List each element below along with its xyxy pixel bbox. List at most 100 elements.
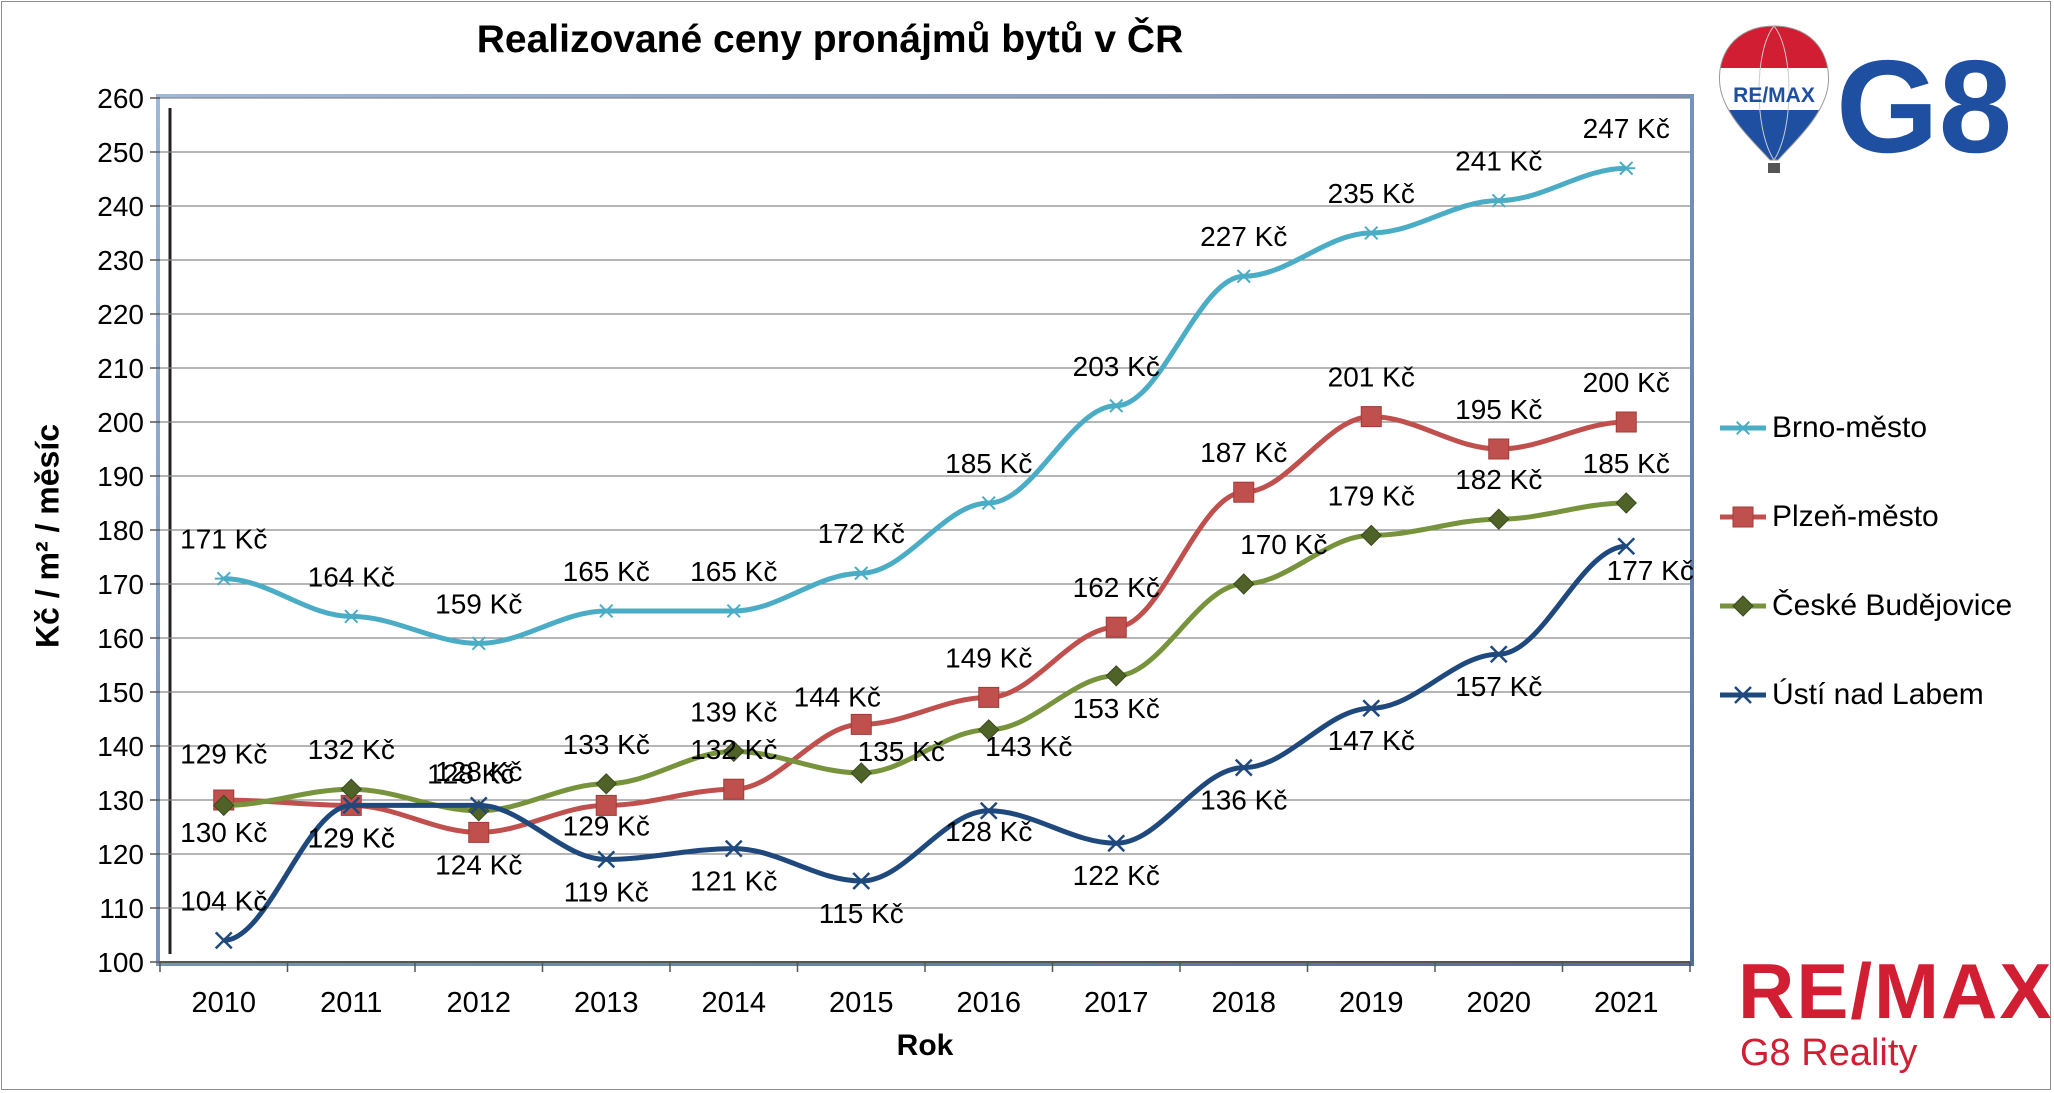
y-tick-label: 220 (97, 299, 144, 330)
g8-reality-wordmark: G8 Reality (1740, 1032, 1918, 1074)
y-tick-label: 260 (97, 83, 144, 114)
data-point (981, 495, 996, 511)
data-label: 247 Kč (1583, 113, 1670, 144)
data-label: 115 Kč (819, 898, 904, 929)
data-point (1105, 616, 1127, 638)
data-point (597, 850, 616, 869)
y-tick-label: 110 (99, 893, 144, 924)
y-tick-label: 200 (97, 407, 144, 438)
data-point (340, 778, 362, 800)
y-tick-label: 190 (97, 461, 144, 492)
series-layer (213, 161, 1637, 950)
y-tick-label: 150 (97, 677, 144, 708)
data-label: 149 Kč (945, 642, 1032, 673)
legend-marker-x (1720, 686, 1766, 704)
y-tick-label: 250 (97, 137, 144, 168)
legend-label: České Budějovice (1772, 589, 2013, 622)
data-label: 122 Kč (1073, 860, 1160, 891)
data-point (854, 566, 869, 581)
data-label: 136 Kč (1200, 785, 1287, 816)
data-label: 128 Kč (435, 756, 522, 787)
y-tick-label: 100 (97, 947, 144, 978)
data-label: 195 Kč (1455, 394, 1542, 425)
data-point (1233, 573, 1255, 595)
data-label: 165 Kč (563, 556, 650, 587)
x-tick-label: 2010 (191, 987, 256, 1019)
series-line (223, 543, 1627, 943)
data-point (213, 794, 235, 817)
data-point (342, 796, 361, 815)
data-label: 153 Kč (1073, 693, 1160, 724)
legend-marker (1734, 686, 1752, 704)
data-label: 121 Kč (690, 866, 777, 897)
g8-brand-text: G8 (1836, 33, 2012, 180)
legend-marker (1732, 506, 1754, 528)
data-point (724, 839, 743, 858)
data-point (595, 794, 617, 816)
x-axis-title: Rok (896, 1029, 954, 1062)
data-point (850, 713, 872, 735)
x-tick-label: 2021 (1594, 987, 1659, 1019)
data-point (1109, 398, 1124, 413)
legend-marker (1732, 595, 1754, 617)
x-tick-label: 2014 (701, 987, 766, 1019)
x-tick-label: 2015 (829, 987, 894, 1019)
y-tick-label: 130 (97, 785, 144, 816)
data-label: 104 Kč (180, 885, 267, 916)
data-point (723, 740, 745, 763)
x-tick-label: 2018 (1211, 987, 1276, 1019)
data-point (1233, 481, 1255, 503)
legend-item-usti: Ústí nad Labem (1718, 675, 1984, 715)
data-label: 129 Kč (563, 810, 650, 841)
y-tick-label: 120 (97, 839, 144, 870)
data-label: 159 Kč (435, 588, 522, 619)
y-tick-label: 180 (97, 515, 144, 546)
data-point (1488, 438, 1510, 460)
data-point (1617, 537, 1636, 556)
y-tick-label: 210 (97, 353, 144, 384)
data-label: 203 Kč (1073, 351, 1160, 382)
legend-marker (1735, 420, 1751, 436)
data-point (852, 872, 871, 890)
legend-label: Brno-město (1772, 411, 1928, 444)
data-label: 128 Kč (945, 816, 1032, 847)
remax-wordmark: RE/MAX (1738, 947, 2054, 1035)
remax-g8-reality-logo: RE/MAX G8 Reality (1738, 952, 2051, 1082)
data-point (599, 603, 614, 619)
data-point (1489, 645, 1508, 664)
data-label: 170 Kč (1240, 529, 1327, 560)
y-tick-label: 230 (97, 245, 144, 276)
data-label: 241 Kč (1455, 146, 1542, 177)
x-tick-label: 2013 (574, 987, 639, 1019)
data-label: 235 Kč (1328, 178, 1415, 209)
axes: 100 110 120 130 140 150 160 170 180 190 200 210 220 2… (97, 83, 1691, 1019)
legend-item-plzen: Plzeň-město (1718, 497, 1939, 537)
data-point (1615, 492, 1637, 514)
y-tick-label: 140 (97, 731, 144, 762)
x-tick-label: 2020 (1466, 987, 1531, 1019)
data-point (471, 636, 486, 651)
data-point (216, 571, 231, 586)
data-label: 179 Kč (1328, 480, 1415, 511)
data-point (469, 796, 488, 815)
data-label: 185 Kč (1583, 448, 1670, 479)
data-label: 164 Kč (308, 561, 395, 592)
data-label: 129 Kč (180, 738, 267, 769)
data-label: 139 Kč (690, 696, 777, 727)
balloon-text: RE/MAX (1733, 84, 1815, 107)
chart-title: Realizované ceny pronájmů bytů v ČR (476, 18, 1184, 61)
x-tick-label: 2019 (1339, 987, 1404, 1019)
data-point (1491, 193, 1506, 208)
data-label: 185 Kč (945, 448, 1032, 479)
data-label: 157 Kč (1455, 671, 1542, 702)
data-label: 124 Kč (435, 849, 522, 880)
data-label: 200 Kč (1583, 367, 1670, 398)
data-point (1360, 406, 1382, 428)
data-point (1236, 269, 1251, 284)
legend-label: Ústí nad Labem (1772, 678, 1984, 711)
data-label: 201 Kč (1328, 362, 1415, 393)
y-tick-label: 160 (97, 623, 144, 654)
data-label: 172 Kč (818, 518, 905, 549)
